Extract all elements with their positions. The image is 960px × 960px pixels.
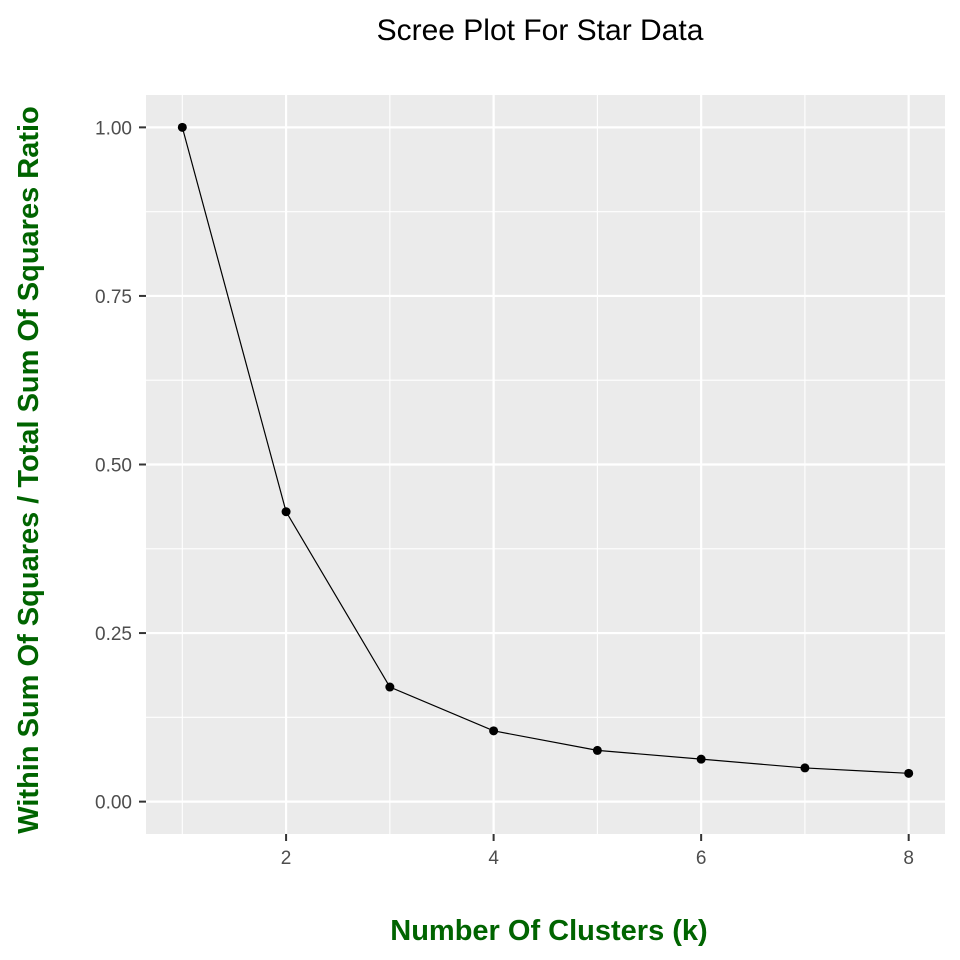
y-tick-label: 1.00 (95, 118, 132, 139)
chart-title: Scree Plot For Star Data (377, 14, 704, 47)
major-grid (146, 95, 945, 834)
y-tick-label: 0.25 (95, 624, 132, 645)
data-point (281, 507, 291, 517)
x-tick-label: 4 (488, 848, 499, 869)
series-group (177, 122, 914, 778)
x-tick-label: 8 (903, 848, 914, 869)
series-line (181, 127, 909, 774)
x-axis-title: Number Of Clusters (k) (390, 915, 707, 947)
y-tick-label: 0.00 (95, 793, 132, 814)
x-tick-label: 2 (281, 848, 292, 869)
axis-ticks (139, 126, 910, 841)
y-axis-tick-labels: 0.00 0.25 0.50 0.75 1.00 (95, 118, 132, 813)
data-point (177, 122, 187, 132)
y-tick-label: 0.50 (95, 456, 132, 477)
data-point (489, 726, 499, 736)
data-point (904, 768, 914, 778)
data-point (385, 682, 395, 692)
data-point (696, 754, 706, 764)
x-axis-tick-labels: 2 4 6 8 (281, 848, 914, 869)
data-point (592, 745, 602, 755)
y-axis-title: Within Sum Of Squares / Total Sum Of Squ… (13, 106, 45, 834)
data-point (800, 763, 810, 773)
y-tick-label: 0.75 (95, 287, 132, 308)
x-tick-label: 6 (696, 848, 707, 869)
